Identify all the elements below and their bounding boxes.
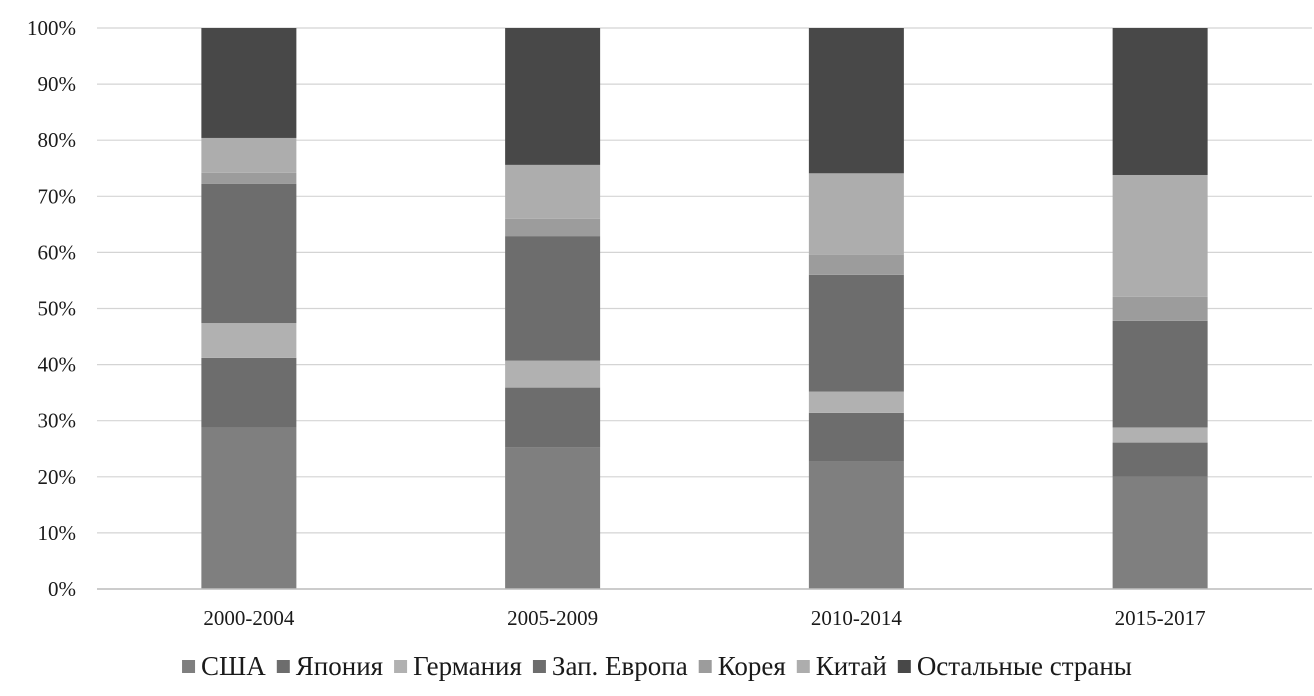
legend-item: Германия <box>394 651 522 681</box>
bar-segment <box>1112 296 1208 321</box>
y-tick-label: 30% <box>38 409 77 433</box>
legend-item: Зап. Европа <box>532 651 688 681</box>
legend-swatch <box>394 660 408 673</box>
bar-segment <box>1112 427 1208 443</box>
legend-swatch <box>182 660 196 673</box>
legend-swatch <box>897 660 911 673</box>
y-tick-label: 60% <box>38 240 77 264</box>
bars <box>201 28 1208 589</box>
legend-label: Германия <box>413 651 522 681</box>
bar-segment <box>505 218 601 237</box>
bar-segment <box>1112 174 1208 297</box>
bar-segment <box>201 172 297 184</box>
y-axis: 0% 10% 20% 30% 40% 50% 60% 70% 80% 90% 100% <box>27 16 76 601</box>
legend-item: Остальные страны <box>897 651 1132 681</box>
bar-segment <box>808 28 904 174</box>
bar-segment <box>505 447 601 589</box>
y-tick-label: 50% <box>38 297 77 321</box>
bar-segment <box>1112 320 1208 428</box>
legend-label: Китай <box>816 651 887 681</box>
legend-label: Зап. Европа <box>552 651 688 681</box>
legend-swatch <box>698 660 712 673</box>
y-tick-label: 20% <box>38 465 77 489</box>
bar-segment <box>808 254 904 275</box>
x-axis: 2000-2004 2005-2009 2010-2014 2015-2017 <box>97 588 1312 630</box>
bar-segment <box>1112 28 1208 175</box>
bar-segment <box>1112 442 1208 477</box>
y-tick-label: 0% <box>48 577 76 601</box>
legend-swatch <box>532 660 546 673</box>
x-tick-label: 2015-2017 <box>1115 606 1206 630</box>
legend-item: Корея <box>698 651 786 681</box>
bar-segment <box>808 391 904 413</box>
y-tick-label: 40% <box>38 353 77 377</box>
legend-label: Корея <box>718 651 786 681</box>
y-tick-label: 100% <box>27 16 76 40</box>
bar-segment <box>201 183 297 324</box>
bar-segment <box>808 173 904 255</box>
legend-item: США <box>182 651 266 681</box>
bar-segment <box>808 274 904 392</box>
bar-segment <box>1112 476 1208 589</box>
bar-segment <box>201 427 297 589</box>
legend-swatch <box>276 660 290 673</box>
bar-segment <box>505 164 601 219</box>
legend-item: Китай <box>796 651 887 681</box>
x-tick-label: 2005-2009 <box>507 606 598 630</box>
bar-segment <box>808 412 904 462</box>
legend-label: США <box>201 651 266 681</box>
bar-segment <box>201 357 297 428</box>
y-tick-label: 10% <box>38 521 77 545</box>
y-tick-label: 80% <box>38 128 77 152</box>
y-tick-label: 70% <box>38 184 77 208</box>
legend: США Япония Германия Зап. Европа Корея Китай Ос… <box>182 651 1132 681</box>
bar-segment <box>201 323 297 358</box>
x-tick-label: 2010-2014 <box>811 606 902 630</box>
bar-segment <box>505 387 601 448</box>
x-tick-label: 2000-2004 <box>203 606 294 630</box>
legend-label: Япония <box>296 651 383 681</box>
bar-segment <box>505 360 601 388</box>
legend-item: Япония <box>276 651 383 681</box>
bar-segment <box>201 137 297 173</box>
y-tick-label: 90% <box>38 72 77 96</box>
bar-segment <box>505 236 601 361</box>
bar-segment <box>505 28 601 165</box>
bar-segment <box>201 28 297 138</box>
gridlines <box>97 27 1312 590</box>
bar-segment <box>808 461 904 589</box>
legend-label: Остальные страны <box>917 651 1132 681</box>
legend-swatch <box>796 660 810 673</box>
